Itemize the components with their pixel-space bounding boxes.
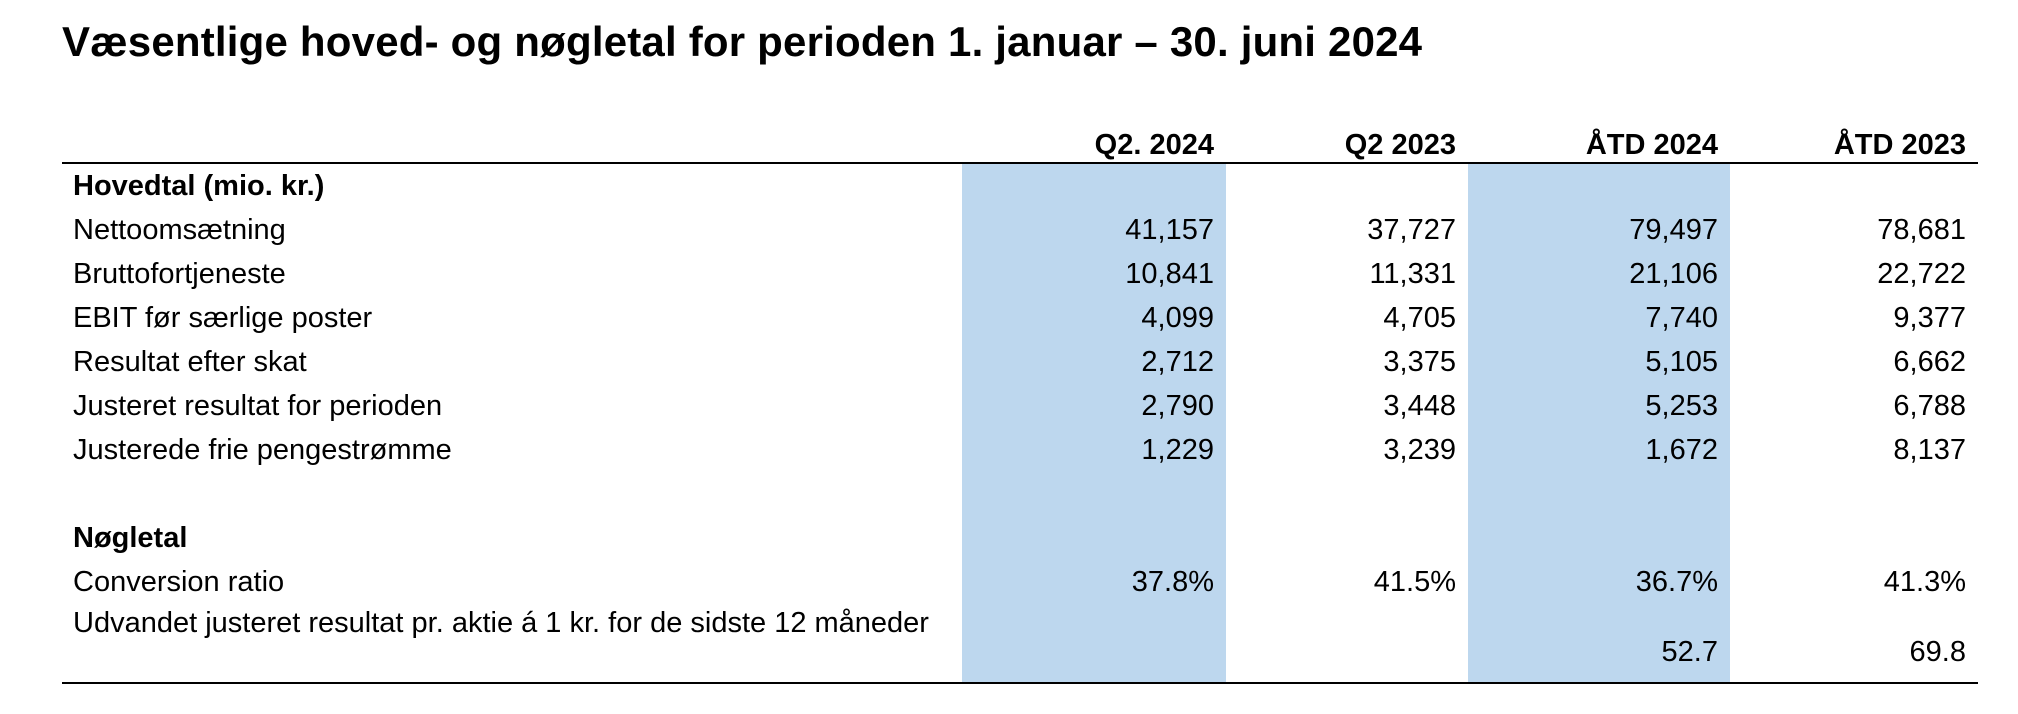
column-header-empty xyxy=(62,128,962,166)
value-cell: 4,099 xyxy=(962,296,1226,340)
value-cell: 21,106 xyxy=(1468,252,1730,296)
row-label: Resultat efter skat xyxy=(73,345,307,378)
value-cell xyxy=(1468,516,1730,560)
value-cell: 3,239 xyxy=(1383,433,1456,466)
column-header-q2-2024: Q2. 2024 xyxy=(1094,129,1214,161)
table-row-conversion-ratio: Conversion ratio 37.8% 41.5% 36.7% 41.3% xyxy=(62,560,1978,604)
table-body: Hovedtal (mio. kr.) Nettoomsætning 41,15… xyxy=(62,164,1978,684)
value-cell xyxy=(1468,472,1730,516)
value-cell: 4,705 xyxy=(1383,301,1456,334)
row-label: Bruttofortjeneste xyxy=(73,257,286,290)
value-cell: 41,157 xyxy=(962,208,1226,252)
row-label: Nettoomsætning xyxy=(73,213,286,246)
value-cell: 22,722 xyxy=(1877,257,1966,290)
value-cell: 8,137 xyxy=(1893,433,1966,466)
value-cell xyxy=(1730,164,1978,208)
value-cell: 36.7% xyxy=(1468,560,1730,604)
value-cell xyxy=(962,164,1226,208)
value-cell xyxy=(1468,164,1730,208)
report-title: Væsentlige hoved- og nøgletal for period… xyxy=(62,18,1423,65)
value-cell: 1,672 xyxy=(1468,428,1730,472)
value-cell: 3,375 xyxy=(1383,345,1456,378)
row-label: Conversion ratio xyxy=(73,565,285,598)
row-label: EBIT før særlige poster xyxy=(73,301,373,334)
spacer-row xyxy=(62,472,1978,516)
value-cell: 5,105 xyxy=(1468,340,1730,384)
value-cell: 2,790 xyxy=(962,384,1226,428)
section-row-hovedtal: Hovedtal (mio. kr.) xyxy=(62,164,1978,208)
row-label: Nøgletal xyxy=(73,521,188,554)
value-cell: 6,662 xyxy=(1893,345,1966,378)
value-cell: 1,229 xyxy=(962,428,1226,472)
table-row-bruttofortjeneste: Bruttofortjeneste 10,841 11,331 21,106 2… xyxy=(62,252,1978,296)
value-cell xyxy=(962,516,1226,560)
column-header-aatd-2024: ÅTD 2024 xyxy=(1585,129,1718,161)
table-row-resultat-efter-skat: Resultat efter skat 2,712 3,375 5,105 6,… xyxy=(62,340,1978,384)
table-row-frie-pengestroemme: Justerede frie pengestrømme 1,229 3,239 … xyxy=(62,428,1978,472)
value-cell xyxy=(1226,164,1468,208)
column-header-q2-2023: Q2 2023 xyxy=(1344,129,1456,161)
table-header-row: Q2. 2024 Q2 2023 ÅTD 2024 ÅTD 2023 xyxy=(62,128,1978,164)
section-row-noegletal: Nøgletal xyxy=(62,516,1978,560)
row-label: Udvandet justeret resultat pr. aktie á 1… xyxy=(73,607,929,639)
value-cell xyxy=(1226,604,1468,682)
row-label xyxy=(62,472,962,516)
value-cell: 41.5% xyxy=(1373,565,1456,598)
value-cell: 79,497 xyxy=(1468,208,1730,252)
value-cell: 5,253 xyxy=(1468,384,1730,428)
value-cell: 78,681 xyxy=(1877,213,1966,246)
value-cell xyxy=(1730,472,1978,516)
row-label: Justeret resultat for perioden xyxy=(73,389,443,422)
value-cell: 2,712 xyxy=(962,340,1226,384)
table-row-justeret-resultat: Justeret resultat for perioden 2,790 3,4… xyxy=(62,384,1978,428)
value-cell: 37,727 xyxy=(1367,213,1456,246)
row-label: Hovedtal (mio. kr.) xyxy=(73,169,325,202)
value-cell xyxy=(1730,516,1978,560)
value-cell: 7,740 xyxy=(1468,296,1730,340)
value-cell: 37.8% xyxy=(962,560,1226,604)
table-row-udvandet-resultat-pr-aktie: Udvandet justeret resultat pr. aktie á 1… xyxy=(62,604,1978,682)
value-cell: 6,788 xyxy=(1893,389,1966,422)
table-row-ebit: EBIT før særlige poster 4,099 4,705 7,74… xyxy=(62,296,1978,340)
value-cell: 10,841 xyxy=(962,252,1226,296)
value-cell xyxy=(962,604,1226,682)
value-cell xyxy=(1226,516,1468,560)
table-row-nettoomsaetning: Nettoomsætning 41,157 37,727 79,497 78,6… xyxy=(62,208,1978,252)
value-cell xyxy=(962,472,1226,516)
value-cell: 69.8 xyxy=(1909,636,1966,669)
value-cell: 9,377 xyxy=(1893,301,1966,334)
key-figures-table: Q2. 2024 Q2 2023 ÅTD 2024 ÅTD 2023 Hoved… xyxy=(62,128,1978,684)
value-cell: 41.3% xyxy=(1883,565,1966,598)
value-cell: 52.7 xyxy=(1468,604,1730,682)
row-label: Justerede frie pengestrømme xyxy=(73,433,452,466)
value-cell xyxy=(1226,472,1468,516)
value-cell: 3,448 xyxy=(1383,389,1456,422)
column-header-aatd-2023: ÅTD 2023 xyxy=(1833,129,1966,161)
value-cell: 11,331 xyxy=(1369,257,1456,290)
